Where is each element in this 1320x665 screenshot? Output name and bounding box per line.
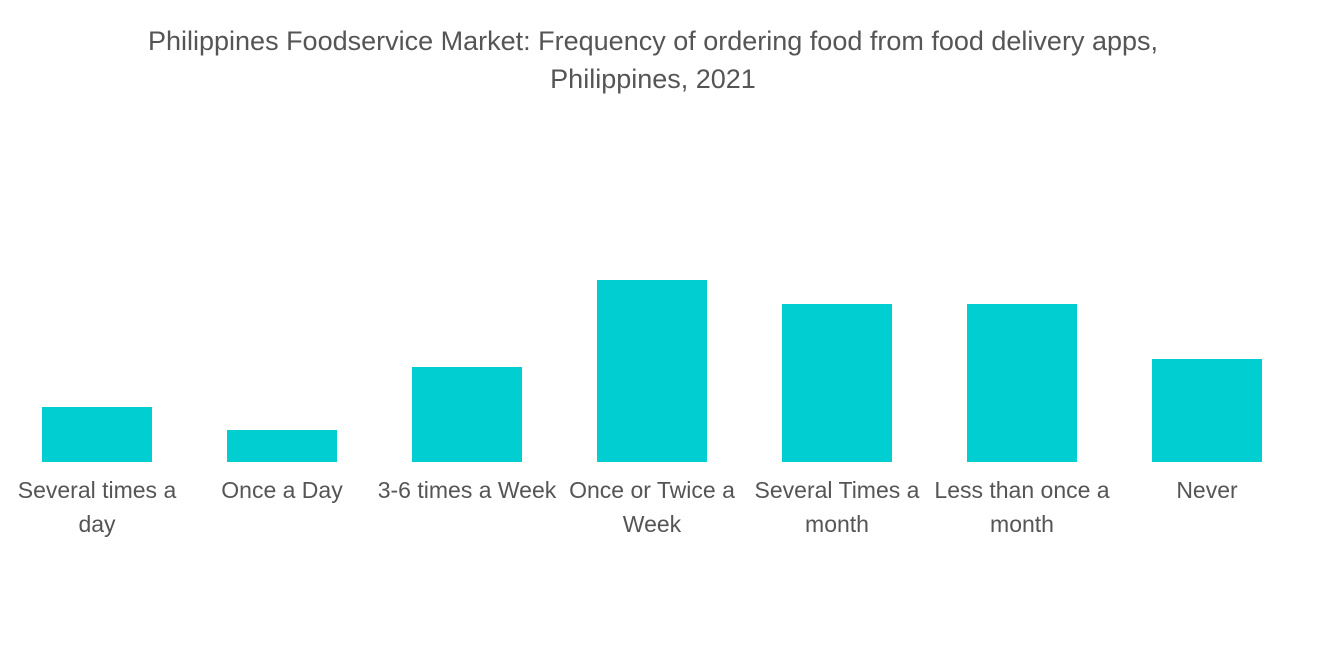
- x-tick-label: Once a Day: [221, 477, 343, 503]
- bar: [412, 367, 522, 462]
- x-tick-label: Once or Twice a Week: [569, 477, 735, 537]
- bar: [597, 280, 707, 462]
- chart-title: Philippines Foodservice Market: Frequenc…: [0, 22, 1306, 98]
- bar: [42, 406, 152, 462]
- x-tick-label: 3-6 times a Week: [377, 477, 557, 503]
- x-tick-label: Less than once a month: [934, 477, 1110, 537]
- title-line: Philippines, 2021: [550, 64, 756, 94]
- bar: [967, 303, 1077, 462]
- bar: [782, 303, 892, 462]
- bar: [227, 430, 337, 462]
- x-tick-label: Several times a day: [17, 477, 177, 537]
- x-tick-label: Several Times a month: [754, 477, 920, 537]
- title-line: Philippines Foodservice Market: Frequenc…: [147, 26, 1158, 56]
- x-tick-label: Never: [1176, 477, 1238, 503]
- bar: [1152, 359, 1262, 462]
